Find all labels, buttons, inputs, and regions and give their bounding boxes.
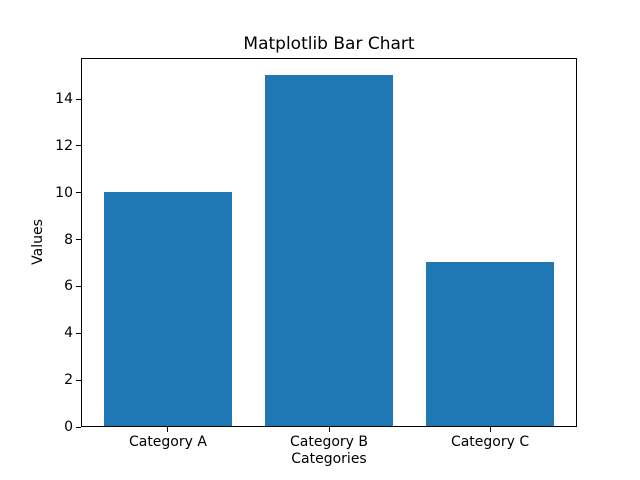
bar-category-b xyxy=(264,74,394,426)
y-tick-mark xyxy=(76,145,81,147)
y-tick-label: 2 xyxy=(64,372,73,389)
y-tick-mark xyxy=(76,332,81,334)
x-tick-label: Category A xyxy=(128,434,207,450)
y-tick-mark xyxy=(76,285,81,287)
y-tick-mark xyxy=(76,426,81,428)
y-tick-label: 14 xyxy=(55,91,73,107)
plot-area xyxy=(81,58,577,427)
x-tick-mark xyxy=(167,427,169,432)
chart-title: Matplotlib Bar Chart xyxy=(243,34,415,54)
y-tick-label: 6 xyxy=(64,278,73,295)
y-tick-mark xyxy=(76,98,81,100)
y-tick-label: 8 xyxy=(64,231,73,248)
bar-category-c xyxy=(425,262,555,426)
x-axis-label: Categories xyxy=(291,451,367,467)
x-tick-mark xyxy=(489,427,491,432)
y-tick-label: 4 xyxy=(64,325,73,342)
y-tick-mark xyxy=(76,239,81,241)
x-tick-label: Category C xyxy=(450,434,530,450)
y-tick-label: 0 xyxy=(64,419,73,435)
y-tick-mark xyxy=(76,192,81,194)
y-tick-mark xyxy=(76,379,81,381)
x-tick-label: Category B xyxy=(289,434,369,450)
y-tick-label: 12 xyxy=(55,137,73,154)
bar-category-a xyxy=(103,191,233,426)
y-tick-label: 10 xyxy=(55,184,73,201)
x-tick-mark xyxy=(328,427,330,432)
